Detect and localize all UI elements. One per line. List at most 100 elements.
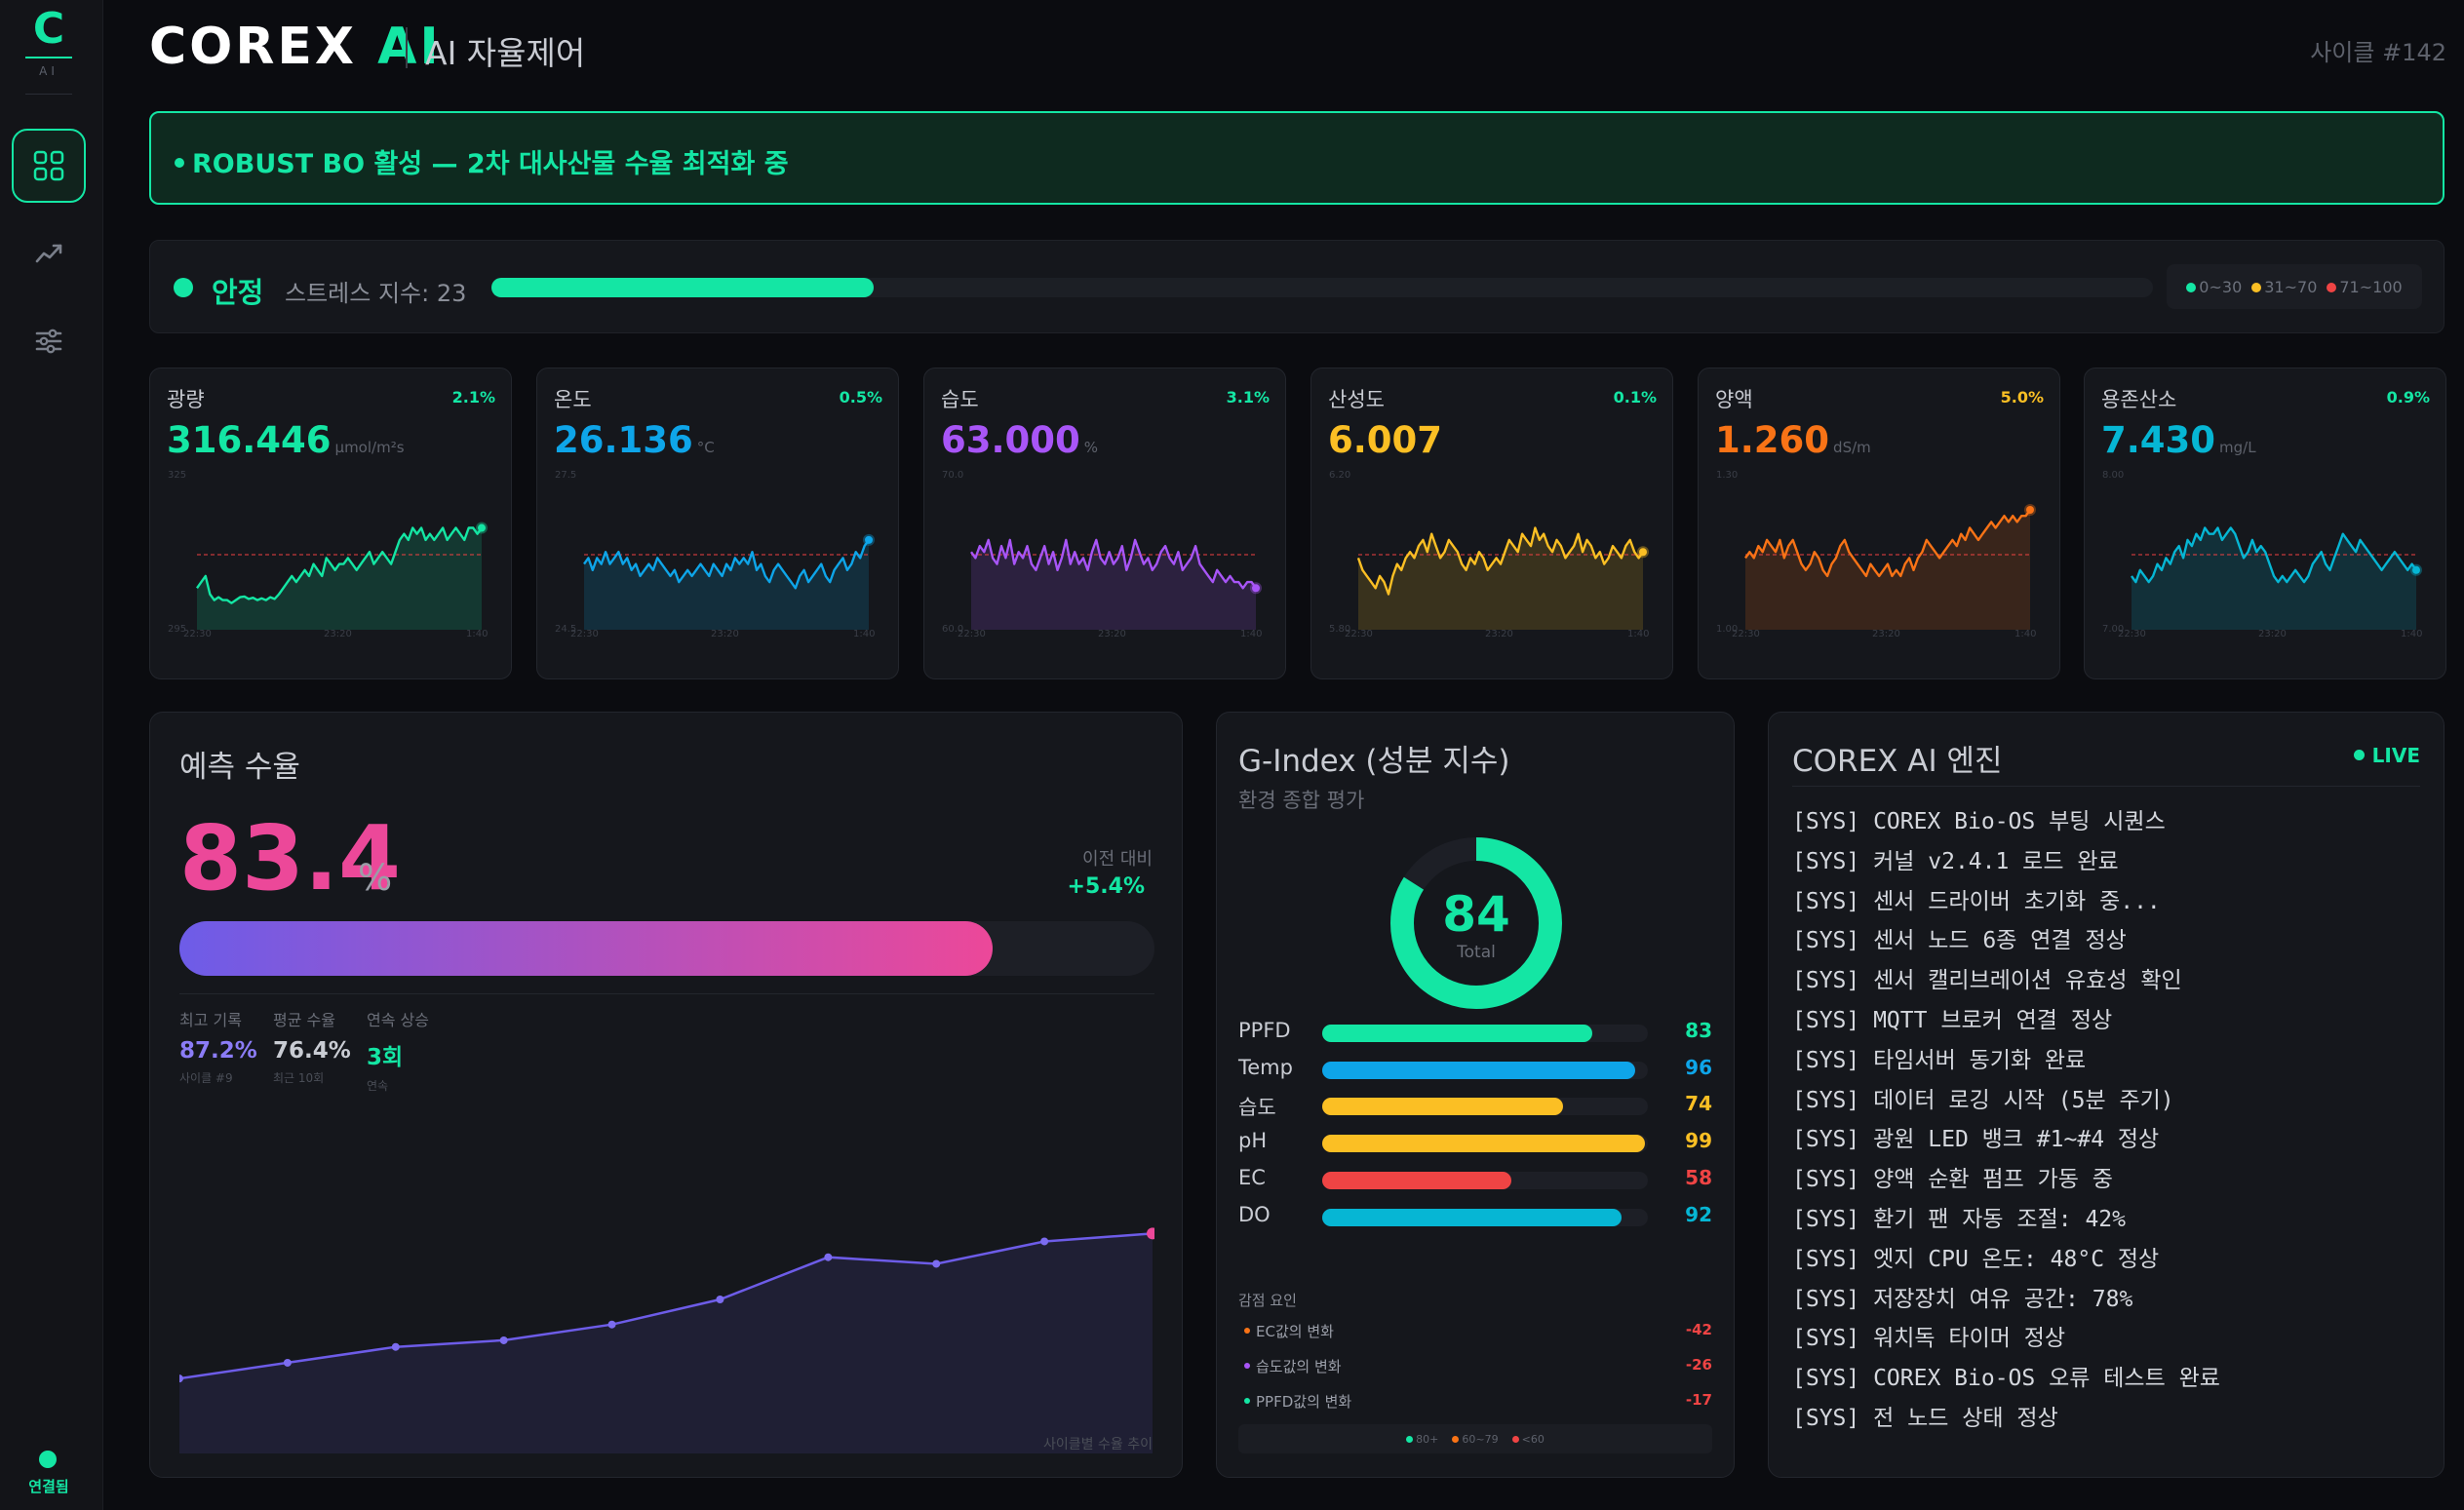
sensor-line <box>1744 509 2031 578</box>
gindex-row-label: 습도 <box>1238 1096 1276 1120</box>
g-legend-mid: 60~79 <box>1452 1432 1499 1446</box>
legend-low-label: 0~30 <box>2199 277 2243 296</box>
g-legend-high-dot <box>1406 1435 1414 1443</box>
trend-point <box>932 1259 941 1268</box>
nav-dashboard-button[interactable] <box>12 129 86 203</box>
yield-progress-fill <box>179 921 993 976</box>
sensor-card[interactable]: 산성도 0.1% 6.007 6.20 5.80 22:30 23:20 1:40 <box>1310 368 1673 679</box>
brand-main: COREX <box>149 18 358 76</box>
sensor-xtick: 23:20 <box>1098 629 1126 639</box>
g-legend-low-dot <box>1511 1435 1519 1443</box>
gindex-row-fill <box>1322 1135 1645 1153</box>
sensor-xtick: 22:30 <box>570 629 599 639</box>
sensor-card[interactable]: 용존산소 0.9% 7.430 mg/L 8.00 7.00 22:30 23:20 1:40 <box>2084 368 2446 679</box>
log-line: [SYS] 전 노드 상태 정상 <box>1792 1405 2058 1431</box>
stat-average-label: 평균 수율 <box>273 1011 335 1029</box>
gindex-row-track <box>1322 1025 1648 1042</box>
sensor-card[interactable]: 온도 0.5% 26.136 °C 27.5 24.5 22:30 23:20 1:40 <box>536 368 899 679</box>
legend-mid-dot <box>2251 282 2262 292</box>
sensor-delta: 0.1% <box>1613 388 1657 407</box>
sensor-ymin: 7.00 <box>2102 624 2124 635</box>
sensor-delta: 0.5% <box>839 388 882 407</box>
stress-track <box>491 278 2153 297</box>
sensor-card[interactable]: 광량 2.1% 316.446 μmol/m²s 325 295 22:30 23:20 1:4… <box>149 368 512 679</box>
sensor-card[interactable]: 습도 3.1% 63.000% 70.0 60.0 22:30 23:20 1:40 <box>923 368 1286 679</box>
yield-value: 83.4 <box>179 806 401 910</box>
cycle-counter: 사이클 #142 <box>2310 39 2446 66</box>
sensor-value: 7.430 <box>2101 419 2216 461</box>
sensor-delta: 3.1% <box>1226 388 1270 407</box>
gindex-row-fill <box>1322 1061 1635 1079</box>
gindex-row-track <box>1322 1171 1648 1189</box>
trend-point <box>179 1374 183 1383</box>
sensor-card[interactable]: 양액 5.0% 1.260 dS/m 1.30 1.00 22:30 23:20 1:40 <box>1698 368 2060 679</box>
gindex-row: DO 92 <box>1238 1203 1712 1232</box>
deduction-dot <box>1244 1397 1250 1404</box>
engine-log: [SYS] COREX Bio-OS 부팅 시퀀스 [SYS] 커널 v2.4.1… <box>1792 802 2220 1439</box>
gindex-row-value: 92 <box>1685 1202 1712 1226</box>
deduction-value: -26 <box>1685 1356 1712 1374</box>
stat-best-value: 87.2% <box>179 1038 257 1064</box>
gauge-arc <box>1390 837 1562 1009</box>
trend-point <box>824 1253 833 1261</box>
log-line: [SYS] 엣지 CPU 온도: 48°C 정상 <box>1792 1246 2160 1272</box>
nav-analytics-button[interactable] <box>12 216 86 290</box>
trend-point <box>607 1320 616 1329</box>
gindex-row-track <box>1322 1208 1648 1226</box>
gindex-row-fill <box>1322 1171 1511 1189</box>
sensor-xtick: 22:30 <box>958 629 986 639</box>
log-line: [SYS] COREX Bio-OS 부팅 시퀀스 <box>1792 809 2166 834</box>
sensor-value-wrap: 316.446 μmol/m²s <box>167 419 405 461</box>
sensor-endpoint <box>478 523 486 532</box>
sensor-endpoint <box>2412 565 2420 574</box>
deduction-dot <box>1244 1362 1250 1369</box>
gindex-row-value: 74 <box>1685 1092 1712 1116</box>
deduction-label: EC값의 변화 <box>1256 1323 1334 1340</box>
sensor-value: 6.007 <box>1328 419 1443 461</box>
legend-mid-label: 31~70 <box>2264 277 2318 296</box>
deduction-title: 감점 요인 <box>1238 1292 1297 1309</box>
log-line: [SYS] 워치독 타이머 정상 <box>1792 1326 2066 1352</box>
gindex-row: EC 58 <box>1238 1166 1712 1195</box>
gindex-row: 습도 74 <box>1238 1092 1712 1121</box>
sensor-xtick: 23:20 <box>1485 629 1513 639</box>
sensor-ymin: 24.5 <box>555 624 576 635</box>
sensor-ymax: 70.0 <box>942 470 963 481</box>
sensor-xtick: 1:40 <box>2401 629 2422 639</box>
sensor-area <box>971 539 1256 630</box>
nav-settings-button[interactable] <box>12 304 86 378</box>
banner-text: ROBUST BO 활성 — 2차 대사산물 수율 최적화 중 <box>192 149 789 179</box>
g-legend-mid-label: 60~79 <box>1462 1432 1499 1446</box>
sensor-xtick: 1:40 <box>853 629 875 639</box>
trend-point <box>1040 1237 1049 1246</box>
grid-icon <box>33 150 64 181</box>
g-legend-low-label: <60 <box>1521 1432 1545 1446</box>
sensor-ymax: 8.00 <box>2102 470 2124 481</box>
sensor-xtick: 23:20 <box>324 629 352 639</box>
stat-average-sub: 최근 10회 <box>273 1071 325 1085</box>
legend-mid: 31~70 <box>2251 278 2317 296</box>
trend-point <box>1147 1227 1154 1240</box>
legend-low-dot <box>2186 282 2197 292</box>
log-line: [SYS] 센서 드라이버 초기화 중... <box>1792 888 2161 914</box>
sensor-ymin: 5.80 <box>1329 624 1350 635</box>
gindex-row-value: 83 <box>1685 1019 1712 1042</box>
stress-legend: 0~30 31~70 71~100 <box>2167 264 2422 309</box>
sensor-xtick: 22:30 <box>1345 629 1373 639</box>
g-legend-low: <60 <box>1511 1432 1545 1446</box>
deduction-item: 습도값의 변화 -26 <box>1244 1356 1712 1376</box>
sensor-delta: 2.1% <box>451 388 495 407</box>
yield-title: 예측 수율 <box>179 750 300 785</box>
gindex-row-value: 58 <box>1685 1165 1712 1189</box>
trend-point <box>716 1296 724 1303</box>
sidebar-divider <box>25 94 72 95</box>
stat-best-label: 최고 기록 <box>179 1011 242 1029</box>
yield-divider <box>179 993 1154 994</box>
sensor-line <box>196 526 483 604</box>
stat-best: 최고 기록 87.2% 사이클 #9 <box>179 1007 257 1086</box>
stat-best-sub: 사이클 #9 <box>179 1071 233 1085</box>
stat-average-value: 76.4% <box>273 1038 351 1064</box>
